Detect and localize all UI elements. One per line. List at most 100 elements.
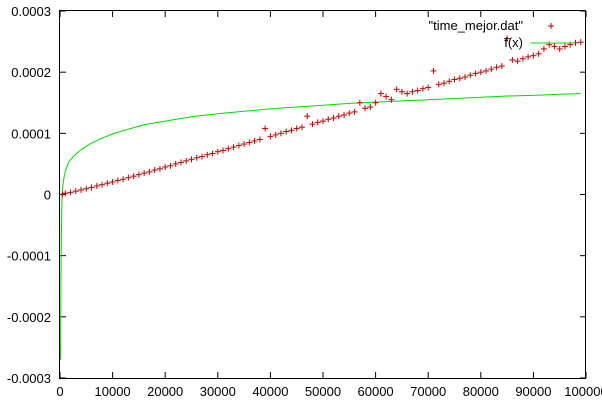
y-tick-label: 0: [44, 188, 51, 203]
x-tick-label: 90000: [515, 384, 551, 399]
data-point: [309, 121, 316, 128]
data-point: [356, 99, 363, 106]
data-point: [83, 185, 90, 192]
data-point: [188, 156, 195, 163]
data-point: [288, 127, 295, 134]
data-point: [456, 75, 463, 82]
data-point: [561, 43, 568, 50]
data-point: [535, 50, 542, 57]
x-tick-label: 0: [56, 384, 63, 399]
data-point: [530, 52, 537, 59]
data-point: [519, 55, 526, 62]
data-point: [383, 93, 390, 100]
data-point: [225, 145, 232, 152]
data-point: [446, 78, 453, 85]
data-point: [325, 116, 332, 123]
x-axis: 0 10000 20000 30000 40000 50000 60000 70000 8000…: [56, 11, 602, 399]
data-point: [414, 87, 421, 94]
data-point: [230, 144, 237, 151]
data-point: [509, 56, 516, 63]
data-point: [209, 150, 216, 157]
legend-label-f-x: f(x): [504, 35, 523, 50]
data-point: [78, 186, 85, 193]
data-point: [525, 53, 532, 60]
data-point: [293, 125, 300, 132]
data-point: [430, 67, 437, 74]
x-tick-label: 100000: [564, 384, 602, 399]
data-point: [146, 168, 153, 175]
data-point: [204, 151, 211, 158]
x-tick-label: 60000: [358, 384, 394, 399]
x-tick-label: 70000: [410, 384, 446, 399]
data-point: [262, 125, 269, 132]
data-point: [483, 67, 490, 74]
data-point: [477, 69, 484, 76]
data-point: [377, 90, 384, 97]
data-point: [341, 111, 348, 118]
data-point: [551, 43, 558, 50]
y-tick-label: -0.0001: [7, 249, 51, 264]
series-f-x: [60, 93, 581, 360]
data-point: [156, 165, 163, 172]
data-point: [141, 170, 148, 177]
f-x-curve: [60, 93, 581, 360]
data-point: [114, 177, 121, 184]
data-point: [277, 130, 284, 137]
data-point: [440, 80, 447, 87]
y-tick-label: 0.0001: [11, 126, 51, 141]
data-point: [409, 88, 416, 95]
y-axis: -0.0003 -0.0002 -0.0001 0 0.0001 0.0002 0.0003: [7, 4, 586, 386]
data-point: [193, 154, 200, 161]
data-point: [577, 39, 584, 46]
data-point: [425, 84, 432, 91]
data-point: [393, 86, 400, 93]
data-point: [125, 174, 132, 181]
data-point: [88, 184, 95, 191]
data-point: [330, 115, 337, 122]
x-tick-label: 40000: [252, 384, 288, 399]
data-point: [72, 188, 79, 195]
data-point: [214, 148, 221, 155]
data-point: [335, 113, 342, 120]
data-point: [488, 66, 495, 73]
x-tick-label: 10000: [95, 384, 131, 399]
data-point: [404, 90, 411, 97]
legend-marker-plus: [548, 23, 554, 29]
data-point: [272, 131, 279, 138]
data-point: [467, 72, 474, 79]
data-point: [304, 113, 311, 120]
data-point: [109, 178, 116, 185]
x-tick-label: 80000: [463, 384, 499, 399]
legend: "time_mejor.dat" f(x): [429, 18, 575, 50]
y-tick-label: 0.0002: [11, 65, 51, 80]
data-point: [362, 105, 369, 112]
data-point: [498, 63, 505, 70]
data-point: [177, 159, 184, 166]
series-time-mejor-dat: [59, 35, 584, 198]
data-point: [367, 104, 374, 111]
data-point: [472, 70, 479, 77]
data-point: [104, 180, 111, 187]
data-point: [388, 96, 395, 103]
data-point: [462, 74, 469, 81]
data-point: [398, 88, 405, 95]
data-point: [372, 99, 379, 106]
data-point: [241, 141, 248, 148]
data-point: [67, 189, 74, 196]
data-point: [151, 167, 158, 174]
data-point: [220, 147, 227, 154]
data-point: [99, 181, 106, 188]
data-point: [435, 81, 442, 88]
data-point: [320, 118, 326, 125]
data-point: [419, 85, 426, 92]
data-point: [167, 162, 174, 169]
data-point: [493, 64, 500, 71]
y-tick-label: -0.0003: [7, 371, 51, 386]
data-point: [120, 176, 127, 183]
data-point: [172, 160, 179, 167]
data-point: [135, 171, 142, 178]
x-tick-label: 20000: [147, 384, 183, 399]
data-point: [514, 58, 521, 65]
